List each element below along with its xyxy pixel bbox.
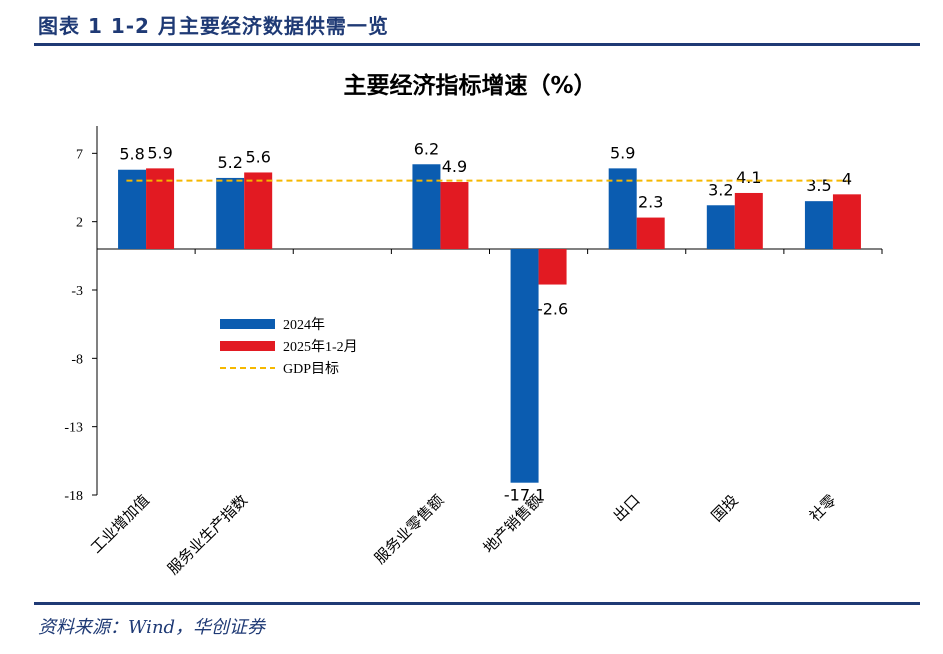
legend-swatch xyxy=(220,341,275,351)
y-tick-label: -13 xyxy=(64,421,83,436)
bar-2025 xyxy=(636,217,665,249)
bar-2024 xyxy=(804,201,833,249)
bar-2024 xyxy=(510,249,539,483)
bar-2025 xyxy=(440,182,469,249)
header-title: 图表 1 1-2 月主要经济数据供需一览 xyxy=(38,14,389,38)
bar-2025 xyxy=(244,172,273,249)
bar-2024 xyxy=(608,168,637,249)
bar-2024 xyxy=(118,169,147,249)
bar-2025 xyxy=(734,192,763,249)
category-label: 工业增加值 xyxy=(87,491,153,557)
bar-2025 xyxy=(538,249,567,285)
data-label: 5.9 xyxy=(147,143,172,162)
y-tick-label: -8 xyxy=(71,352,83,367)
data-label: 5.8 xyxy=(119,145,144,164)
bar-2025 xyxy=(146,168,175,249)
data-label: 6.2 xyxy=(414,139,439,158)
data-label: -2.6 xyxy=(537,300,568,319)
data-label: 4 xyxy=(842,169,852,188)
data-label: 4.1 xyxy=(736,168,761,187)
category-label: 服务业生产指数 xyxy=(164,491,251,578)
data-label: 5.9 xyxy=(610,143,635,162)
category-label: 服务业零售额 xyxy=(371,491,447,567)
data-label: 5.2 xyxy=(217,153,242,172)
y-tick-label: 2 xyxy=(76,216,83,231)
legend-label: 2024年 xyxy=(283,317,325,333)
bar-2025 xyxy=(832,194,861,249)
y-tick-label: 7 xyxy=(76,147,83,162)
bar-2024 xyxy=(706,205,735,249)
data-label: 3.2 xyxy=(708,180,733,199)
legend-label: GDP目标 xyxy=(283,361,339,377)
category-label: 社零 xyxy=(806,491,840,525)
bar-2024 xyxy=(216,177,245,249)
data-label: 5.6 xyxy=(245,147,270,166)
chart-title: 主要经济指标增速（%） xyxy=(343,72,596,99)
bar-2024 xyxy=(412,164,441,249)
data-label: -17.1 xyxy=(504,486,545,505)
y-tick-label: -3 xyxy=(71,284,83,299)
legend-swatch xyxy=(220,319,275,329)
source-note: 资料来源：Wind，华创证券 xyxy=(38,617,266,638)
category-label: 国投 xyxy=(708,491,742,525)
legend-label: 2025年1-2月 xyxy=(283,339,358,355)
bottom-rule xyxy=(34,602,920,605)
category-label: 出口 xyxy=(610,491,644,525)
data-label: 2.3 xyxy=(638,193,663,212)
data-label: 3.5 xyxy=(806,176,831,195)
top-rule xyxy=(34,43,920,46)
chart: 主要经济指标增速（%） 7 2 -3 -8 -13 -18 5.8 5.2 6.2 -17.1 5.9… xyxy=(64,72,883,578)
header: 图表 1 1-2 月主要经济数据供需一览 xyxy=(0,0,943,46)
data-label: 4.9 xyxy=(442,157,467,176)
y-tick-label: -18 xyxy=(64,489,83,504)
